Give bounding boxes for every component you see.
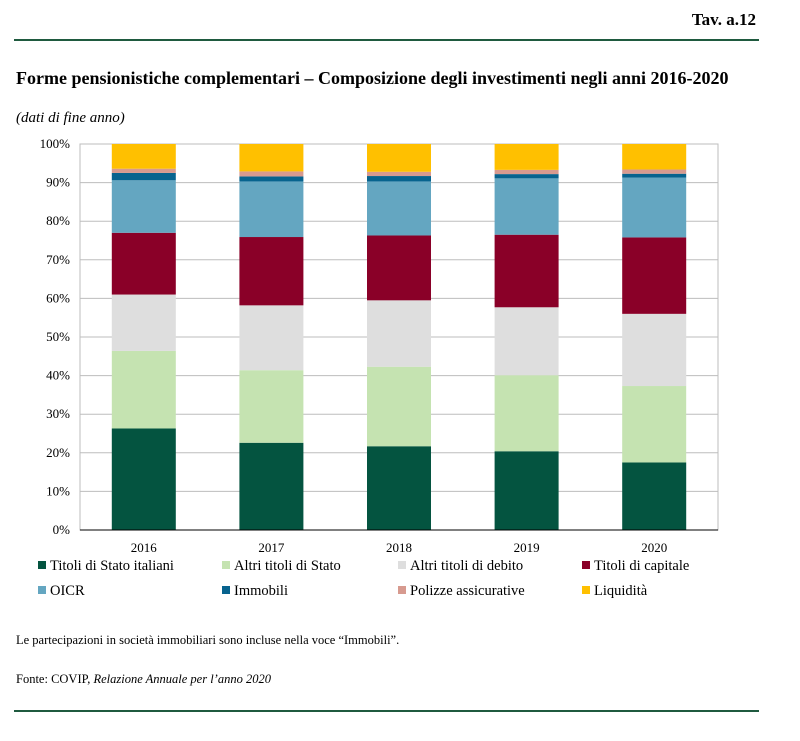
y-tick-label: 0% [53,522,71,537]
legend-label: Immobili [234,583,288,599]
y-tick-label: 100% [40,136,71,151]
stacked-bar-chart: 0% 10% 20% 30% 40% 50% 60% 70% 80% 90% 100% 2016 201… [38,136,719,599]
y-tick-label: 40% [46,368,70,383]
bar-segment [239,144,304,172]
bar-segment [494,375,559,452]
bar-segment [111,172,176,181]
legend-label: OICR [50,583,85,599]
x-tick-label: 2017 [258,540,285,555]
bar-segment [111,144,176,169]
bar-segment [367,235,431,301]
bar-segment [622,462,687,530]
bar-segment [367,176,431,182]
bar-segment [494,169,559,175]
bar-segment [622,237,687,314]
y-tick-label: 10% [46,483,70,498]
bar-segment [367,181,431,236]
bar-segment [111,168,176,173]
y-tick-label: 30% [46,406,70,421]
bar-segment [622,313,687,387]
bar-segment [239,305,304,371]
bar-segment [111,350,176,429]
bar-segment [111,428,176,530]
bar-segment [622,144,687,170]
y-tick-label: 20% [46,445,70,460]
legend-label: Altri titoli di debito [410,558,523,574]
footnote: Le partecipazioni in società immobiliari… [16,633,400,647]
bar-segment [111,232,176,295]
bottom-rule [14,710,759,712]
bar-segment [622,177,687,238]
legend-swatch [582,586,590,594]
bar-segment [239,176,304,182]
source-line: Fonte: COVIP, Relazione Annuale per l’an… [16,672,271,687]
bar-segment [239,442,304,530]
legend: Titoli di Stato italiani Altri titoli di … [38,558,689,599]
bar-segment [111,294,176,351]
bar-segment [239,370,304,443]
bar-segment [367,300,431,367]
bar-segment [239,181,304,238]
y-tick-label: 60% [46,290,70,305]
bar-segment [367,446,431,530]
legend-label: Liquidità [594,583,648,599]
bar-segment [367,144,431,172]
y-tick-label: 90% [46,175,70,190]
y-tick-label: 50% [46,329,70,344]
source-publication: Relazione Annuale per l’anno 2020 [93,672,271,686]
bar-segment [239,171,304,177]
bar-segment [494,307,559,376]
x-tick-label: 2016 [131,540,158,555]
legend-label: Titoli di Stato italiani [50,558,174,574]
bar-segment [367,366,431,447]
bars [111,144,687,530]
axes: 0% 10% 20% 30% 40% 50% 60% 70% 80% 90% 100% 2016 201… [40,136,718,555]
bar-segment [494,178,559,235]
x-tick-label: 2019 [514,540,540,555]
bar-segment [622,173,687,178]
chart-subtitle: (dati di fine anno) [16,110,125,126]
table-number: Tav. a.12 [691,10,756,29]
chart-title: Forme pensionistiche complementari – Com… [16,68,729,88]
bar-segment [494,144,559,170]
source-prefix: Fonte: COVIP, [16,672,94,686]
legend-swatch [398,586,406,594]
legend-swatch [398,561,406,569]
bar-segment [239,237,304,306]
bar-segment [494,234,559,308]
legend-label: Titoli di capitale [594,558,689,574]
bar-segment [622,169,687,174]
y-tick-label: 70% [46,252,70,267]
bar-segment [494,451,559,530]
legend-swatch [222,586,230,594]
bar-segment [622,386,687,463]
bar-segment [111,180,176,233]
legend-swatch [38,586,46,594]
x-tick-label: 2018 [386,540,412,555]
bar-segment [367,171,431,177]
legend-swatch [38,561,46,569]
bar-segment [494,174,559,179]
legend-label: Polizze assicurative [410,583,525,599]
top-rule [14,39,759,41]
legend-swatch [222,561,230,569]
y-tick-label: 80% [46,213,70,228]
legend-swatch [582,561,590,569]
x-tick-label: 2020 [641,540,667,555]
legend-label: Altri titoli di Stato [234,558,341,574]
